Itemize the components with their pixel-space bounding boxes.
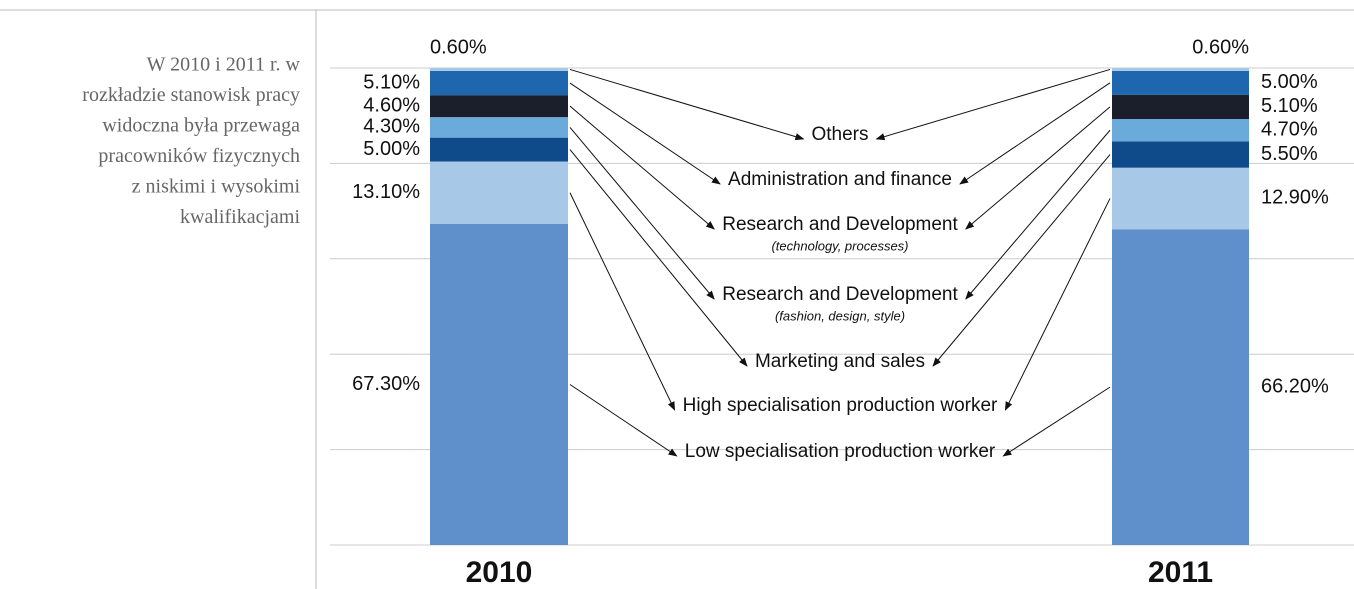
arrow <box>569 127 715 300</box>
sidebar-text: rozkładzie stanowisk pracy <box>82 84 300 106</box>
legend-label: Research and Development <box>722 284 958 305</box>
bar-segment <box>430 68 568 71</box>
arrow <box>569 68 805 141</box>
bar-segment <box>1112 119 1249 142</box>
legend-label: Administration and finance <box>728 169 952 190</box>
value-label: 67.30% <box>352 373 420 395</box>
sidebar-text: z niskimi i wysokimi <box>132 176 301 198</box>
legend-label: Others <box>811 124 868 145</box>
arrow <box>569 149 748 367</box>
arrow <box>965 129 1111 300</box>
bar-segment <box>1112 70 1249 95</box>
x-tick-label: 2010 <box>466 556 533 589</box>
bar-segment <box>1112 229 1249 545</box>
arrow <box>569 192 676 411</box>
bar-segment <box>1112 94 1249 120</box>
legend-label: Low specialisation production worker <box>685 441 996 462</box>
legend-label: Marketing and sales <box>755 351 925 372</box>
sidebar-text: pracowników fizycznych <box>98 145 300 167</box>
value-label: 4.70% <box>1261 119 1318 141</box>
value-label: 4.60% <box>363 94 420 116</box>
sidebar-text: widoczna była przewaga <box>102 115 300 137</box>
bar-segment <box>430 137 568 162</box>
legend-label: High specialisation production worker <box>683 395 998 416</box>
bar-segment <box>1112 68 1249 71</box>
bar-segment <box>1112 167 1249 230</box>
bar-segment <box>430 117 568 138</box>
legend-label: Research and Development <box>722 214 958 235</box>
value-label: 0.60% <box>1192 36 1249 58</box>
value-label: 0.60% <box>430 36 487 58</box>
sidebar-text: W 2010 i 2011 r. w <box>147 54 301 76</box>
arrow <box>965 106 1111 230</box>
bar-segment <box>430 95 568 118</box>
legend-sublabel: (fashion, design, style) <box>775 308 905 323</box>
arrow <box>569 105 715 230</box>
value-label: 4.30% <box>363 116 420 138</box>
arrow <box>1002 386 1111 457</box>
legend-sublabel: (technology, processes) <box>771 238 908 253</box>
value-label: 5.50% <box>1261 143 1318 165</box>
value-label: 5.10% <box>1261 95 1318 117</box>
value-label: 12.90% <box>1261 187 1329 209</box>
arrow <box>569 384 678 457</box>
bar-segment <box>430 223 568 545</box>
value-label: 5.00% <box>1261 71 1318 93</box>
value-label: 13.10% <box>352 181 420 203</box>
arrow <box>1004 198 1111 411</box>
bar-segment <box>1112 141 1249 168</box>
arrow <box>875 68 1111 141</box>
value-label: 5.10% <box>363 71 420 93</box>
arrow <box>569 82 721 185</box>
bar-segment <box>430 70 568 96</box>
arrow <box>932 154 1111 367</box>
x-tick-label: 2011 <box>1148 556 1213 589</box>
arrow <box>959 82 1111 185</box>
bar-segment <box>430 161 568 224</box>
value-label: 66.20% <box>1261 375 1329 397</box>
value-label: 5.00% <box>363 138 420 160</box>
sidebar-text: kwalifikacjami <box>180 206 300 228</box>
